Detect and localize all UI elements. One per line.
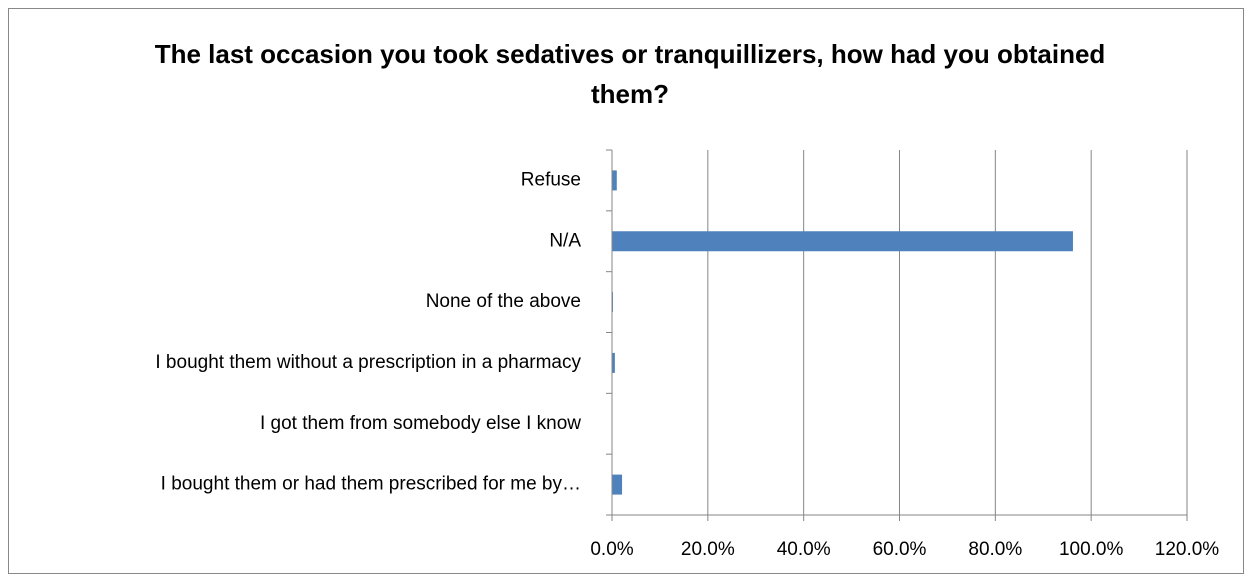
y-tick-label: Refuse <box>521 169 581 190</box>
x-tick-label: 80.0% <box>968 539 1022 560</box>
chart-border <box>8 8 1244 574</box>
bar <box>612 474 623 495</box>
bar <box>612 231 1073 252</box>
y-tick-label: None of the above <box>426 291 581 312</box>
bar <box>612 170 617 191</box>
x-tick-label: 60.0% <box>873 539 927 560</box>
y-tick-label: I got them from somebody else I know <box>260 413 581 434</box>
chart-title: The last occasion you took sedatives or … <box>154 39 1106 109</box>
y-tick-label: N/A <box>549 230 581 251</box>
x-tick-label: 0.0% <box>590 539 633 560</box>
x-tick-label: 20.0% <box>681 539 735 560</box>
y-tick-label: I bought them or had them prescribed for… <box>161 474 581 495</box>
bar <box>612 352 615 373</box>
y-tick-label: I bought them without a prescription in … <box>155 352 581 373</box>
x-tick-label: 120.0% <box>1155 539 1220 560</box>
x-tick-label: 40.0% <box>777 539 831 560</box>
x-tick-label: 100.0% <box>1059 539 1124 560</box>
